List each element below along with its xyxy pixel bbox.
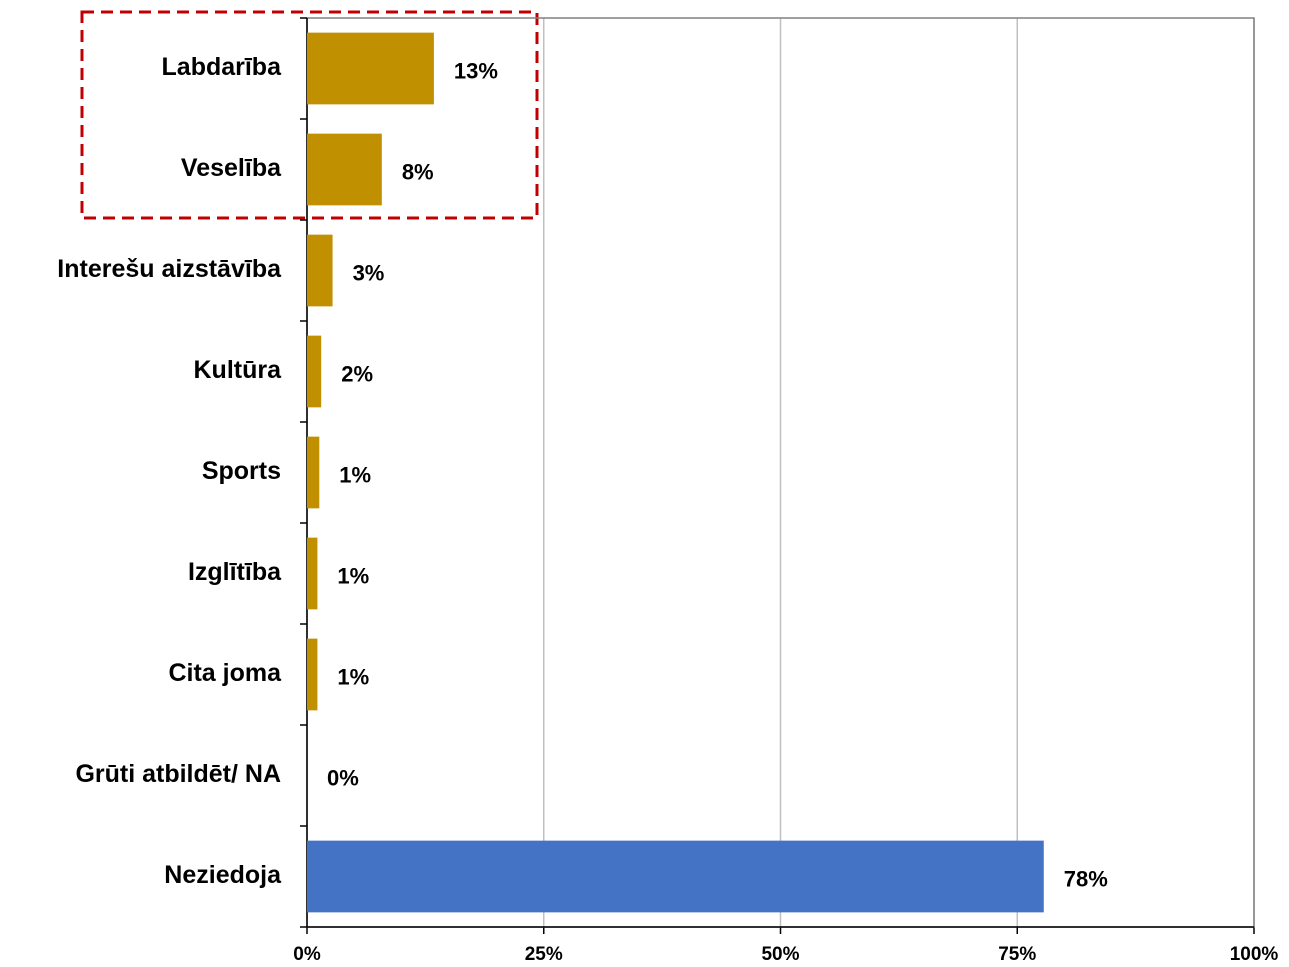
x-tick-label: 75% [998, 944, 1036, 965]
y-tick-label: Neziedoja [164, 861, 282, 889]
y-tick-label: Izglītība [188, 558, 282, 586]
bar [307, 234, 333, 307]
value-label: 13% [454, 58, 498, 83]
y-tick-label: Kultūra [194, 356, 283, 384]
x-tick-label: 25% [525, 944, 563, 965]
value-label: 0% [327, 765, 359, 790]
value-label: 78% [1064, 866, 1108, 891]
value-label: 1% [337, 563, 369, 588]
bar [307, 436, 320, 509]
y-tick-label: Labdarība [162, 53, 283, 81]
bar [307, 537, 318, 610]
y-tick-label: Grūti atbildēt/ NA [75, 760, 281, 788]
y-tick-label: Cita joma [168, 659, 282, 687]
y-tick-label: Interešu aizstāvība [57, 255, 282, 283]
bar [307, 133, 382, 206]
bar [307, 335, 322, 408]
value-label: 1% [337, 664, 369, 689]
value-label: 1% [339, 462, 371, 487]
y-tick-label: Sports [202, 457, 281, 485]
value-label: 8% [402, 159, 434, 184]
bar [307, 638, 318, 711]
bar [307, 840, 1044, 913]
value-label: 3% [353, 260, 385, 285]
x-tick-label: 50% [761, 944, 799, 965]
highlight-box [80, 10, 539, 220]
y-tick-label: Veselība [181, 154, 282, 182]
x-tick-label: 100% [1230, 944, 1279, 965]
bar [307, 32, 434, 105]
x-tick-label: 0% [293, 944, 321, 965]
value-label: 2% [341, 361, 373, 386]
